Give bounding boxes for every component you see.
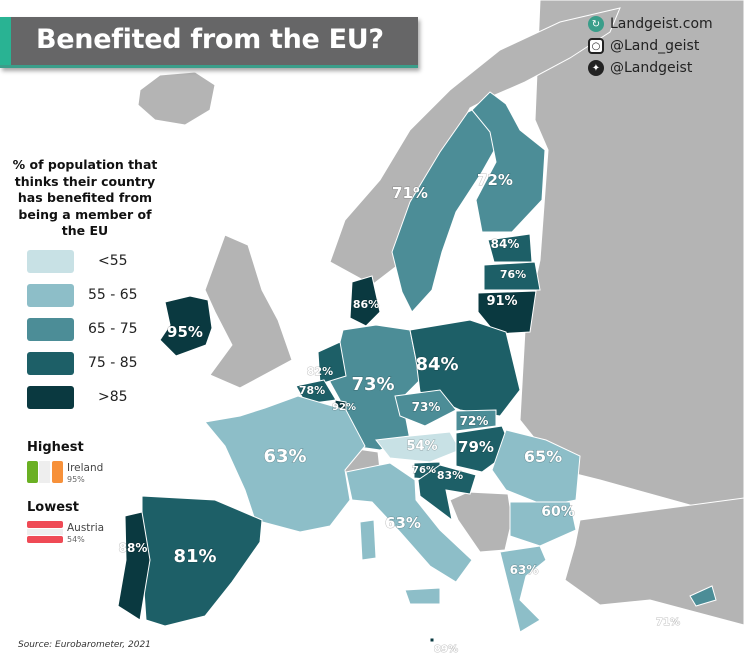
legend-item xyxy=(27,250,74,273)
twitter-icon: ✦ xyxy=(588,60,604,76)
legend-label: <55 xyxy=(98,253,128,269)
social-twitter[interactable]: ✦ @Landgeist xyxy=(588,60,692,76)
legend-item xyxy=(27,318,74,341)
region-croatia xyxy=(417,464,477,522)
region-finland xyxy=(471,91,546,233)
highest-country: Ireland xyxy=(67,462,104,474)
value-label-slovenia: 76% xyxy=(412,465,436,476)
highest-heading: Highest xyxy=(27,440,84,455)
title-bar: Benefited from the EU? xyxy=(0,17,418,68)
legend-item xyxy=(27,284,74,307)
value-label-netherlands: 82% xyxy=(307,365,333,378)
value-label-germany: 73% xyxy=(351,374,394,395)
united-kingdom xyxy=(204,234,293,389)
value-label-cyprus: 71% xyxy=(656,617,680,628)
value-label-greece: 63% xyxy=(510,563,539,577)
value-label-croatia: 83% xyxy=(437,469,463,482)
highest-value: 95% xyxy=(67,475,85,484)
value-label-luxembourg: 92% xyxy=(332,402,356,413)
value-label-portugal: 88% xyxy=(119,541,148,555)
value-label-sweden: 71% xyxy=(392,184,428,202)
value-label-latvia: 76% xyxy=(500,268,526,281)
instagram-icon: ○ xyxy=(588,38,604,54)
region-lithuania xyxy=(477,290,537,335)
region-portugal xyxy=(117,511,151,621)
value-label-italy: 63% xyxy=(385,514,421,532)
region-slovakia xyxy=(455,409,497,432)
legend-swatch xyxy=(27,386,74,409)
value-label-hungary: 79% xyxy=(458,438,494,456)
value-label-france: 63% xyxy=(263,446,306,467)
legend-title: % of population that thinks their countr… xyxy=(12,157,158,238)
value-label-slovakia: 72% xyxy=(460,414,489,428)
region-ireland xyxy=(159,295,213,357)
value-label-romania: 65% xyxy=(524,447,562,466)
lowest-country: Austria xyxy=(67,522,105,534)
twitter-text: @Landgeist xyxy=(610,60,693,76)
region-italy xyxy=(404,587,441,605)
value-label-malta: 89% xyxy=(434,644,458,655)
legend-item xyxy=(27,352,74,375)
region-czechia xyxy=(394,389,457,427)
region-malta xyxy=(429,637,435,643)
austria-flag xyxy=(27,521,63,543)
value-label-austria: 54% xyxy=(406,439,437,454)
legend-label: 55 - 65 xyxy=(88,287,138,303)
legend-swatch xyxy=(27,284,74,307)
value-label-czechia: 73% xyxy=(412,400,441,414)
region-italy xyxy=(359,519,377,561)
value-label-poland: 84% xyxy=(415,354,458,375)
lowest-value: 54% xyxy=(67,535,85,544)
region-denmark xyxy=(349,275,381,327)
russia-east xyxy=(519,0,744,521)
page-title: Benefited from the EU? xyxy=(36,24,384,55)
source-note: Source: Eurobarometer, 2021 xyxy=(18,640,151,650)
ireland-flag xyxy=(27,461,63,483)
value-label-ireland: 95% xyxy=(167,323,203,341)
legend-label: >85 xyxy=(98,389,128,405)
balkans xyxy=(449,491,513,553)
region-france xyxy=(204,395,366,533)
region-netherlands xyxy=(317,341,347,385)
website-text: Landgeist.com xyxy=(610,16,713,32)
value-label-spain: 81% xyxy=(173,546,216,567)
legend-swatch xyxy=(27,250,74,273)
lowest-heading: Lowest xyxy=(27,500,79,515)
instagram-text: @Land_geist xyxy=(610,38,700,54)
region-latvia xyxy=(483,261,541,291)
social-instagram[interactable]: ○ @Land_geist xyxy=(588,38,699,54)
legend-swatch xyxy=(27,318,74,341)
social-website[interactable]: ↻ Landgeist.com xyxy=(588,16,713,32)
region-bulgaria xyxy=(509,501,577,547)
value-label-lithuania: 91% xyxy=(486,294,517,309)
value-label-bulgaria: 60% xyxy=(541,504,575,520)
region-italy xyxy=(345,462,473,583)
value-label-finland: 72% xyxy=(477,171,513,189)
globe-icon: ↻ xyxy=(588,16,604,32)
legend-label: 75 - 85 xyxy=(88,355,138,371)
legend-item xyxy=(27,386,74,409)
value-label-belgium: 78% xyxy=(299,384,325,397)
title-accent xyxy=(0,17,11,65)
legend-label: 65 - 75 xyxy=(88,321,138,337)
iceland xyxy=(137,71,216,126)
turkey xyxy=(564,497,744,626)
legend-swatch xyxy=(27,352,74,375)
region-greece xyxy=(499,545,547,633)
value-label-estonia: 84% xyxy=(491,237,520,251)
region-cyprus xyxy=(689,585,717,607)
value-label-denmark: 86% xyxy=(353,298,379,311)
